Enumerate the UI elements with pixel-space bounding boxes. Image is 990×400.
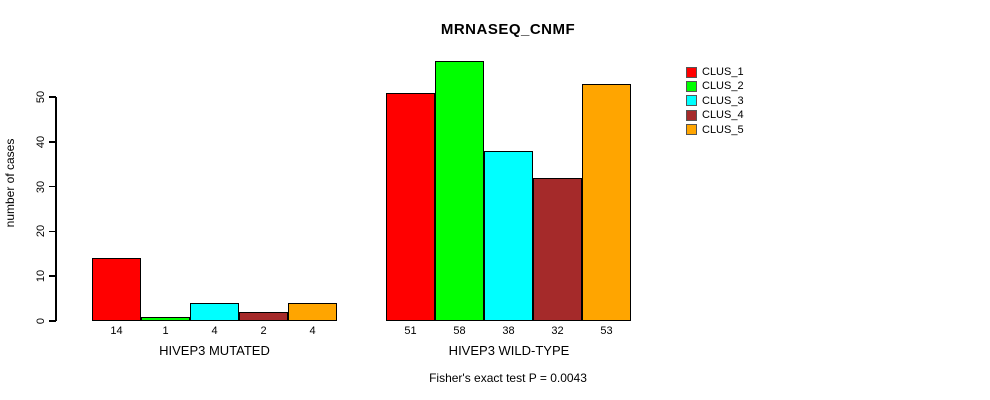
bar-clus_2-wildtype [435,61,484,321]
bar-clus_2-mutated [141,316,190,321]
legend-label: CLUS_2 [702,80,744,93]
y-tick-label: 20 [35,225,47,238]
x-group-label-mutated: HIVEP3 MUTATED [159,343,270,358]
bar-value-label: 53 [600,325,613,337]
legend-swatch-icon [686,80,697,92]
legend-swatch-icon [686,95,697,107]
bar-clus_4-wildtype [533,177,582,321]
legend-swatch-icon [686,66,697,78]
legend-label: CLUS_5 [702,123,744,136]
y-tick-label: 0 [35,317,47,325]
bar-value-label: 1 [162,325,169,337]
bar-value-label: 38 [502,325,515,337]
bar-value-label: 2 [260,325,267,337]
legend-label: CLUS_3 [702,94,744,107]
legend-item-clus_2: CLUS_2 [686,80,744,92]
bar-value-label: 51 [404,325,417,337]
y-tick-label: 50 [35,90,47,104]
bar-clus_4-mutated [239,312,288,321]
legend: CLUS_1 CLUS_2 CLUS_3 CLUS_4 CLUS_5 [686,66,744,138]
legend-item-clus_3: CLUS_3 [686,95,744,107]
bar-clus_5-mutated [288,303,337,321]
y-tick-mark [49,320,56,322]
bar-value-label: 58 [453,325,466,337]
bar-value-label: 4 [211,325,218,337]
legend-label: CLUS_4 [702,109,744,122]
legend-item-clus_1: CLUS_1 [686,66,744,78]
legend-label: CLUS_1 [702,66,744,78]
y-axis-label: number of cases [3,138,17,228]
y-tick-label: 10 [35,270,47,283]
y-tick-mark [49,96,56,98]
y-tick-mark [49,185,56,188]
x-group-label-wildtype: HIVEP3 WILD-TYPE [448,343,570,358]
y-axis-line [55,97,57,321]
bar-clus_3-wildtype [484,150,533,321]
legend-swatch-icon [686,109,697,121]
bar-value-label: 32 [551,325,564,337]
y-tick-label: 40 [35,135,47,148]
bar-clus_3-mutated [190,303,239,321]
bar-value-label: 4 [309,325,316,337]
bar-value-label: 14 [110,325,123,337]
bar-clus_5-wildtype [582,83,631,321]
fisher-test-annotation: Fisher's exact test P = 0.0043 [429,371,587,385]
y-tick-mark [49,275,56,277]
chart-title: MRNASEQ_CNMF [440,21,576,38]
legend-swatch-icon [686,124,697,136]
y-tick-label: 30 [35,180,47,193]
bar-clus_1-wildtype [386,92,435,321]
legend-item-clus_4: CLUS_4 [686,109,744,121]
y-tick-mark [49,230,56,233]
legend-item-clus_5: CLUS_5 [686,124,744,136]
bar-clus_1-mutated [92,258,141,321]
y-tick-mark [49,141,56,143]
